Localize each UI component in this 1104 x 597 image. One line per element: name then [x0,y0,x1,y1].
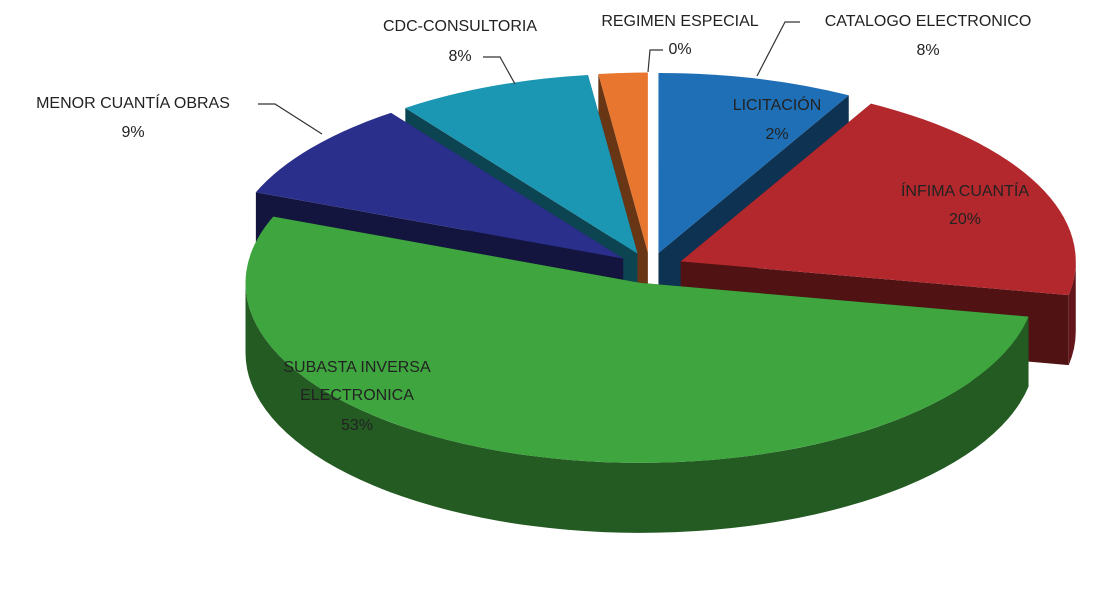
slice [405,75,638,254]
leader-line [756,21,800,77]
value-label: 9% [121,124,144,141]
value-label: 20% [949,211,981,228]
slice-label: ÍNFIMA CUANTÍA [901,181,1029,200]
slice-label: LICITACIÓN [733,95,822,114]
slice [658,72,849,253]
slice-label: SUBASTA INVERSA ELECTRONICA [283,359,431,404]
slice-side [245,282,1029,533]
slice-side [1068,261,1076,366]
value-label: 8% [916,42,939,59]
slice-label: MENOR CUANTÍA OBRAS [36,93,230,112]
value-label: 0% [668,41,691,58]
leader-line [483,56,516,85]
slice [245,216,1029,463]
leader-line [647,49,663,73]
value-label: 53% [341,417,373,434]
leader-line [258,103,323,135]
slice-label: REGIMEN ESPECIAL [601,13,758,30]
slice [255,112,624,259]
slice-label: CDC-CONSULTORIA [383,18,537,35]
slice [598,72,648,253]
value-label: 8% [448,48,471,65]
value-label: 2% [765,126,788,143]
slice [245,216,1029,533]
slice-label: CATALOGO ELECTRONICO [825,13,1032,30]
slice [680,103,1076,296]
